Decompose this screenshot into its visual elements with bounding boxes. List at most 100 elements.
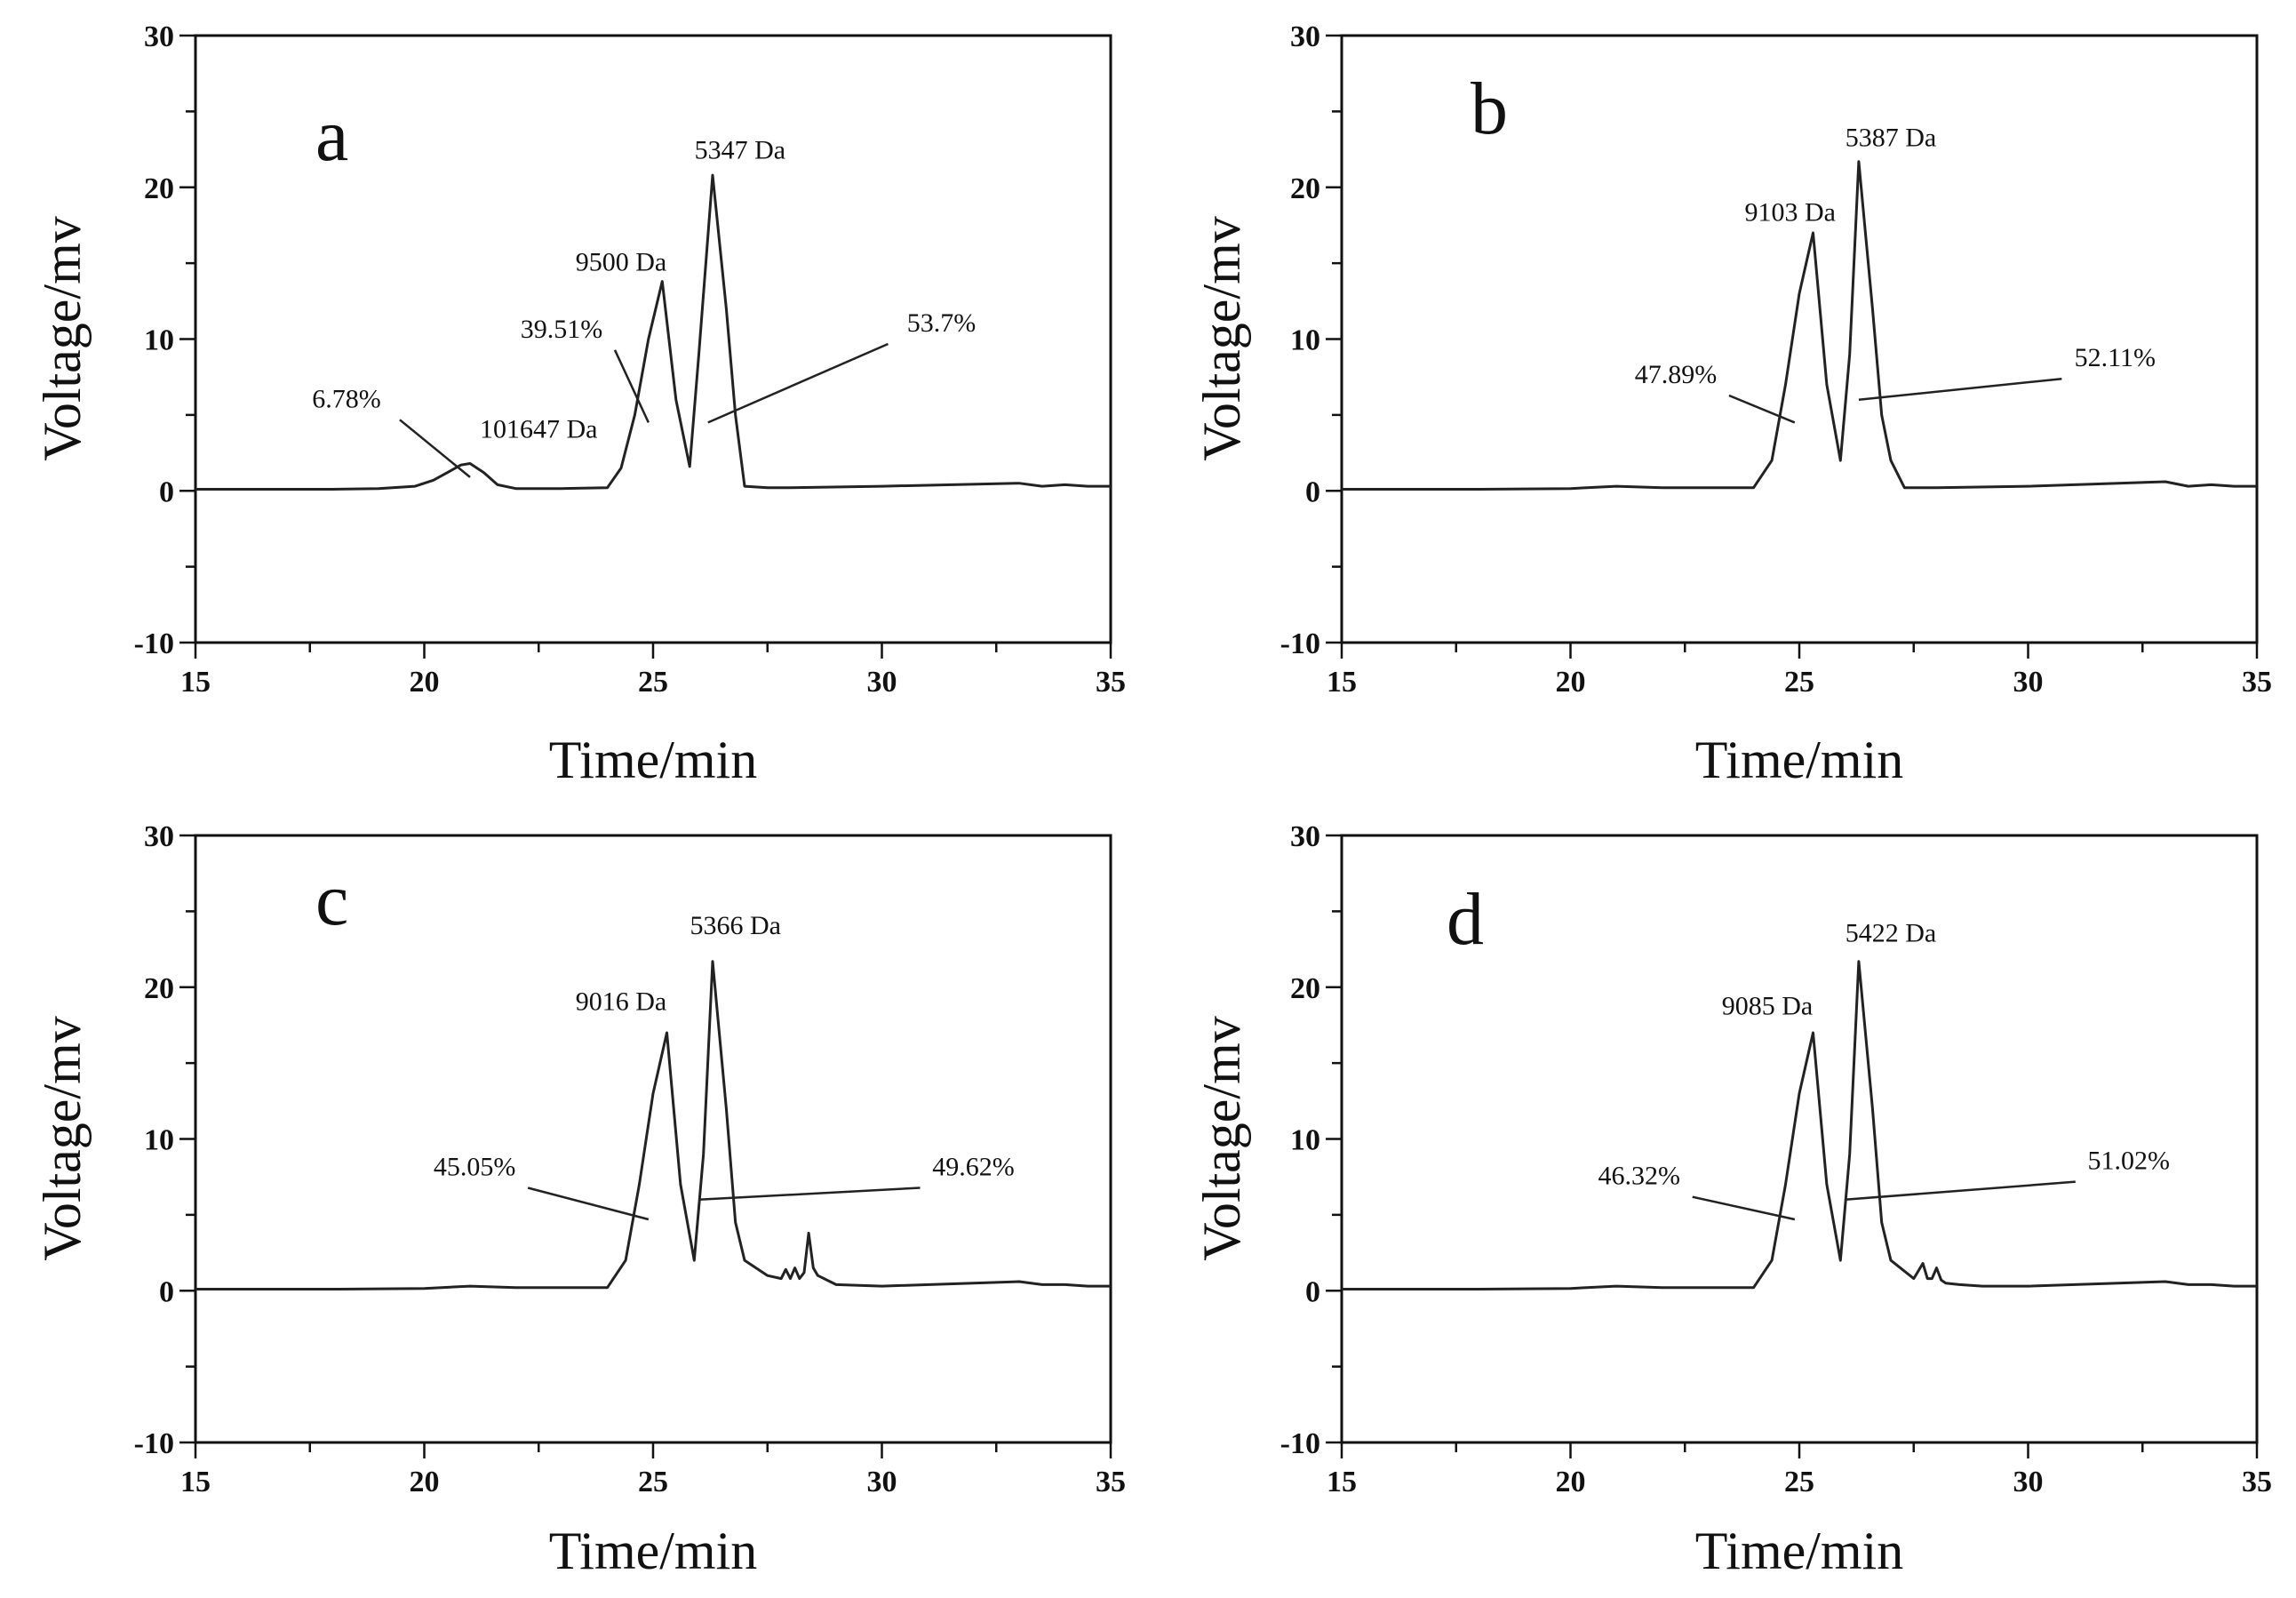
x-tick-label-d: 15 [1327, 1466, 1357, 1498]
leader-line-a [707, 342, 889, 424]
x-tick-label-c: 30 [867, 1466, 897, 1498]
x-tick-label-c: 25 [638, 1466, 668, 1498]
leader-lines-a [399, 342, 889, 478]
y-tick-label-a: -10 [134, 627, 174, 660]
x-tick-label-a: 35 [1096, 666, 1126, 699]
panel-label-b: b [1471, 68, 1508, 150]
chromatogram-trace-d [1342, 960, 2257, 1290]
leader-lines-c [527, 1187, 921, 1221]
annotation-label-b: 9103 Da [1744, 197, 1835, 227]
leader-line-a [613, 349, 650, 423]
chromatogram-trace-c [195, 960, 1111, 1290]
y-axis-title-b: Voltage/mv [1192, 216, 1251, 461]
annotations-c: 9016 Da 45.05% 5366 Da 49.62% [434, 911, 1015, 1181]
chart-panel-a: 15 20 25 30 35 -10 0 10 20 30 101647 Da 6.78% 9500 … [33, 20, 1126, 789]
y-axis-title-c: Voltage/mv [33, 1016, 92, 1261]
axis-ticks-c [179, 834, 1112, 1458]
tick-labels-c: 15 20 25 30 35 -10 0 10 20 30 [134, 820, 1126, 1498]
y-tick-label-b: 0 [1305, 475, 1320, 508]
x-tick-label-c: 20 [410, 1466, 440, 1498]
y-tick-label-d: 20 [1290, 972, 1320, 1005]
x-axis-title-b: Time/min [1695, 731, 1904, 789]
x-tick-label-b: 20 [1556, 666, 1586, 699]
annotation-label-c: 45.05% [434, 1152, 516, 1181]
annotation-label-a: 5347 Da [695, 135, 785, 164]
y-tick-label-a: 20 [144, 172, 174, 205]
leader-line-b [1858, 377, 2062, 402]
axis-ticks-a [179, 34, 1112, 659]
x-tick-label-d: 20 [1556, 1466, 1586, 1498]
leader-lines-d [1692, 1180, 2076, 1221]
x-tick-label-a: 30 [867, 666, 897, 699]
panel-label-d: d [1447, 878, 1484, 961]
annotation-label-a: 6.78% [312, 384, 381, 413]
annotations-d: 9085 Da 46.32% 5422 Da 51.02% [1598, 919, 2171, 1191]
x-tick-label-b: 25 [1784, 666, 1814, 699]
annotation-label-c: 49.62% [932, 1152, 1015, 1181]
annotation-label-d: 9085 Da [1722, 991, 1813, 1020]
x-tick-label-d: 35 [2242, 1466, 2272, 1498]
x-tick-label-b: 35 [2242, 666, 2272, 699]
x-axis-title-c: Time/min [549, 1522, 758, 1580]
leader-lines-b [1728, 377, 2062, 424]
annotation-label-b: 5387 Da [1846, 124, 1936, 153]
x-tick-label-b: 15 [1327, 666, 1357, 699]
annotation-label-d: 5422 Da [1846, 919, 1936, 948]
leader-line-c [698, 1187, 921, 1202]
leader-line-a [399, 419, 471, 478]
tick-labels-d: 15 20 25 30 35 -10 0 10 20 30 [1280, 820, 2272, 1498]
x-tick-label-d: 30 [2013, 1466, 2044, 1498]
leader-line-d [1845, 1180, 2076, 1202]
annotation-label-c: 5366 Da [690, 911, 780, 940]
y-tick-label-c: 10 [144, 1124, 174, 1157]
annotations-a: 101647 Da 6.78% 9500 Da 39.51% 5347 Da 53.7% [312, 135, 976, 443]
y-axis-title-a: Voltage/mv [33, 216, 92, 461]
y-tick-label-a: 10 [144, 324, 174, 357]
annotation-label-a: 39.51% [521, 315, 603, 344]
annotation-label-d: 46.32% [1598, 1162, 1681, 1191]
annotation-label-a: 53.7% [907, 308, 977, 338]
y-tick-label-d: 0 [1305, 1275, 1320, 1308]
y-tick-label-d: 10 [1290, 1124, 1320, 1157]
y-tick-label-d: 30 [1290, 820, 1320, 853]
x-tick-label-d: 25 [1784, 1466, 1814, 1498]
annotation-label-d: 51.02% [2088, 1147, 2171, 1176]
tick-labels-b: 15 20 25 30 35 -10 0 10 20 30 [1280, 20, 2272, 699]
chart-panel-d: 15 20 25 30 35 -10 0 10 20 30 9085 Da 46.32% 5422 D… [1192, 820, 2272, 1580]
x-tick-label-c: 35 [1096, 1466, 1126, 1498]
y-tick-label-b: -10 [1280, 627, 1320, 660]
y-tick-label-b: 10 [1290, 324, 1320, 357]
panel-label-a: a [315, 94, 348, 177]
chromatogram-trace-b [1342, 160, 2257, 491]
y-tick-label-a: 0 [159, 475, 174, 508]
annotation-label-a: 101647 Da [480, 414, 597, 443]
leader-line-b [1728, 394, 1796, 424]
chart-panel-c: 15 20 25 30 35 -10 0 10 20 30 9016 Da 45.05% 5366 D… [33, 820, 1126, 1580]
y-tick-label-c: 30 [144, 820, 174, 853]
annotation-label-c: 9016 Da [576, 987, 666, 1016]
x-tick-label-a: 25 [638, 666, 668, 699]
y-tick-label-b: 30 [1290, 20, 1320, 53]
x-tick-label-a: 20 [410, 666, 440, 699]
annotations-b: 9103 Da 47.89% 5387 Da 52.11% [1635, 124, 2156, 389]
x-axis-title-d: Time/min [1695, 1522, 1904, 1580]
axis-ticks-b [1326, 34, 2259, 659]
y-tick-label-b: 20 [1290, 172, 1320, 205]
leader-line-c [527, 1187, 650, 1221]
tick-labels-a: 15 20 25 30 35 -10 0 10 20 30 [134, 20, 1126, 699]
x-tick-label-c: 15 [180, 1466, 211, 1498]
y-tick-label-a: 30 [144, 20, 174, 53]
y-tick-label-d: -10 [1280, 1427, 1320, 1460]
leader-line-d [1692, 1195, 1796, 1221]
x-tick-label-a: 15 [180, 666, 211, 699]
y-tick-label-c: -10 [134, 1427, 174, 1460]
axis-ticks-d [1326, 834, 2259, 1458]
chromatogram-trace-a [195, 173, 1111, 491]
annotation-label-b: 47.89% [1635, 360, 1718, 389]
x-tick-label-b: 30 [2013, 666, 2044, 699]
y-axis-title-d: Voltage/mv [1192, 1016, 1251, 1261]
y-tick-label-c: 20 [144, 972, 174, 1005]
annotation-label-b: 52.11% [2075, 343, 2156, 372]
panel-label-c: c [315, 859, 348, 941]
